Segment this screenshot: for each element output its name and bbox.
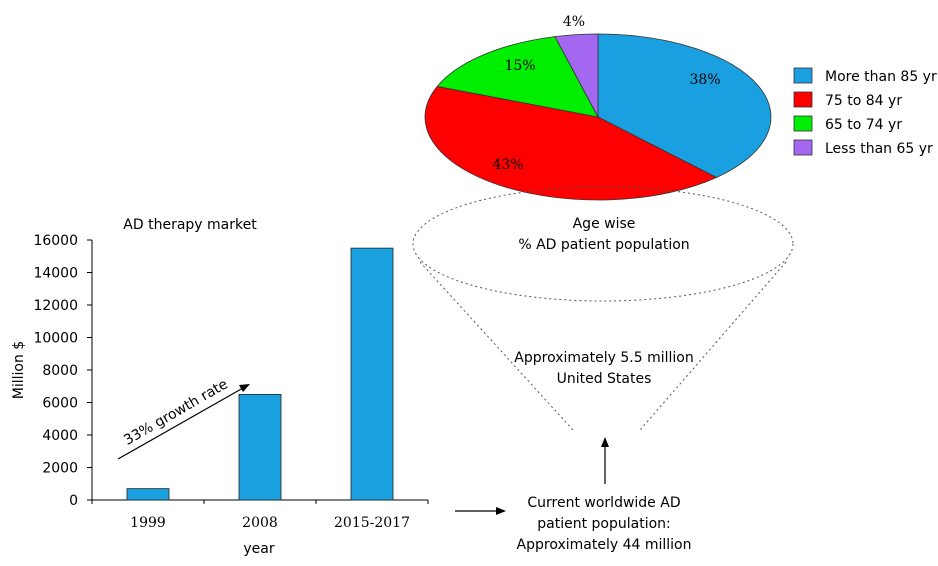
bar-2015-2017 <box>350 247 394 501</box>
pie-data-label: 38% <box>689 72 720 88</box>
growth-rate-annotation: 33% growth rate <box>121 376 230 448</box>
pie-chart: 38% 43% 15% 4% <box>424 14 772 201</box>
bar-chart-xlabel: year <box>243 541 274 557</box>
bar-chart-title: AD therapy market <box>123 217 257 233</box>
funnel-left-edge <box>419 261 574 431</box>
legend-label: Less than 65 yr <box>825 141 933 157</box>
up-arrow-head <box>601 437 609 447</box>
pie-slice-75-to-84-yr <box>424 86 718 201</box>
legend-label: More than 85 yr <box>825 69 937 85</box>
funnel-bottom-line1: Current worldwide AD <box>527 495 680 511</box>
funnel-top-line1: Age wise <box>573 216 636 232</box>
y-tick-label: 6000 <box>42 396 78 412</box>
funnel-bottom-line3: Approximately 44 million <box>517 537 692 553</box>
funnel-bottom-line2: patient population: <box>537 516 671 532</box>
pie-data-label: 15% <box>504 58 535 74</box>
bar-tick-labels: 0 2000 4000 6000 8000 10000 12000 14000 16000 199… <box>33 233 410 531</box>
y-tick-label: 0 <box>69 493 78 509</box>
bar-2008 <box>238 393 282 501</box>
pie-data-label: 43% <box>492 157 523 173</box>
funnel-top-line2: % AD patient population <box>518 237 689 253</box>
y-tick-label: 14000 <box>33 266 78 282</box>
funnel-top-ellipse <box>412 186 794 302</box>
legend-label: 75 to 84 yr <box>825 93 902 109</box>
funnel-middle-line1: Approximately 5.5 million <box>514 350 693 366</box>
bar-chart: AD therapy market Million $ year 0 2000 40… <box>11 217 429 557</box>
legend-swatch <box>793 139 813 156</box>
y-tick-label: 10000 <box>33 331 78 347</box>
bar-chart-ylabel: Million $ <box>11 341 27 399</box>
funnel-middle-line2: United States <box>557 371 652 387</box>
y-tick-label: 4000 <box>42 428 78 444</box>
x-tick-label: 2015-2017 <box>334 515 410 531</box>
pie-slice-more-than-85-yr <box>597 33 772 178</box>
legend-swatch <box>793 91 813 108</box>
legend-label: 65 to 74 yr <box>825 117 902 133</box>
y-tick-label: 12000 <box>33 298 78 314</box>
y-tick-label: 8000 <box>42 363 78 379</box>
bar-marks <box>126 247 394 501</box>
right-arrow-head <box>496 507 506 515</box>
x-tick-label: 1999 <box>130 515 166 531</box>
growth-arrow-head <box>239 384 250 392</box>
bar-1999 <box>126 488 170 501</box>
pie-legend: More than 85 yr 75 to 84 yr 65 to 74 yr Les… <box>793 67 937 157</box>
funnel-diagram: Age wise % AD patient population Approxi… <box>412 186 794 553</box>
legend-swatch <box>793 115 813 132</box>
y-tick-label: 16000 <box>33 233 78 249</box>
pie-data-label: 4% <box>563 14 585 30</box>
legend-swatch <box>793 67 813 84</box>
funnel-right-edge <box>639 261 787 431</box>
pie-slice-65-to-74-yr <box>436 36 599 118</box>
growth-arrow <box>117 387 244 460</box>
y-tick-label: 2000 <box>42 461 78 477</box>
x-tick-label: 2008 <box>242 515 278 531</box>
pie-slice-less-than-65-yr <box>554 33 599 118</box>
